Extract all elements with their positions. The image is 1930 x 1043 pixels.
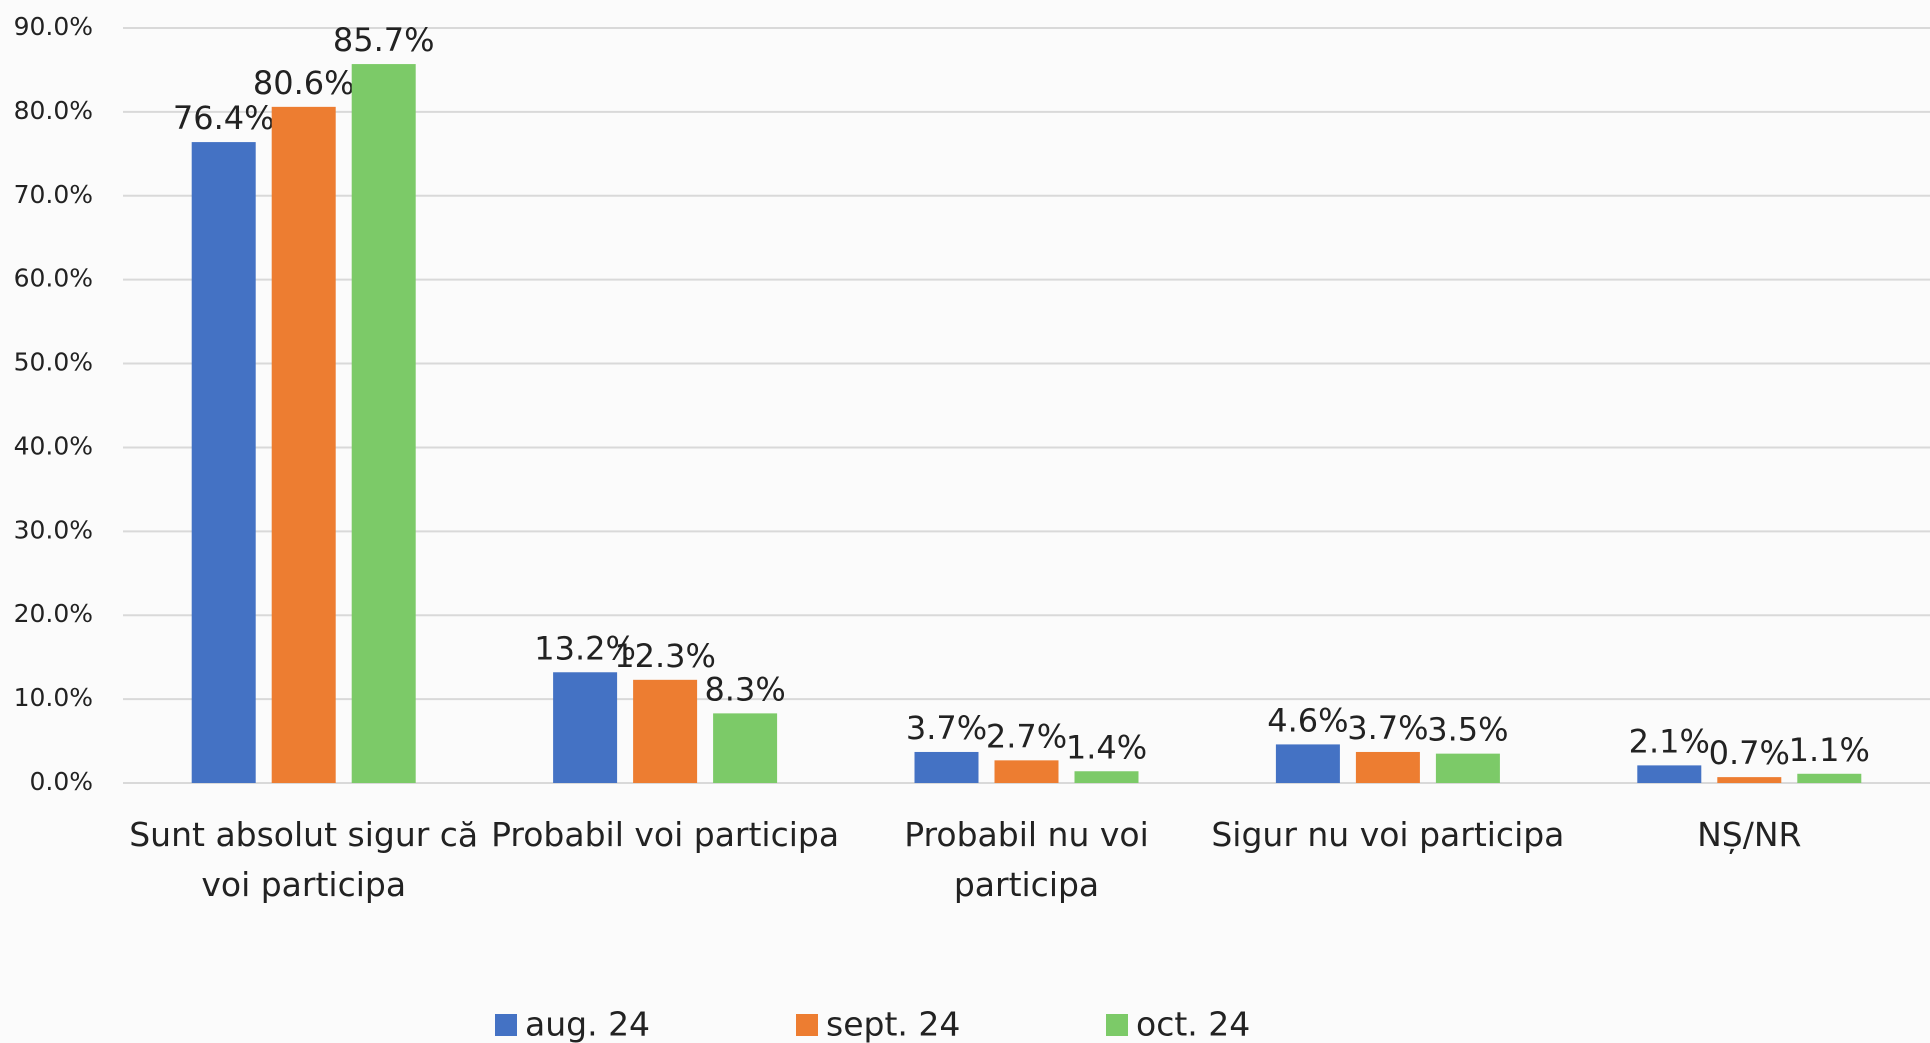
bar: [271, 106, 336, 784]
bar: [191, 142, 256, 784]
data-label: 0.7%: [1709, 734, 1790, 772]
bar: [914, 751, 979, 783]
data-label: 76.4%: [173, 99, 275, 137]
bar: [633, 679, 698, 783]
y-tick-label: 90.0%: [14, 12, 93, 41]
legend-label: oct. 24: [1136, 1005, 1250, 1043]
y-tick-label: 20.0%: [14, 599, 93, 628]
bar: [1717, 777, 1782, 783]
y-tick-label: 70.0%: [14, 180, 93, 209]
data-label: 2.7%: [986, 717, 1067, 755]
y-tick-label: 10.0%: [14, 683, 93, 712]
bar: [553, 672, 618, 783]
data-label: 3.7%: [906, 709, 987, 747]
x-tick-label: Sunt absolut sigur că voi participa: [129, 815, 479, 904]
data-label: 85.7%: [333, 21, 435, 59]
data-label: 80.6%: [253, 64, 355, 102]
bar: [1355, 751, 1420, 783]
y-tick-label: 60.0%: [14, 264, 93, 293]
legend-label: aug. 24: [525, 1005, 650, 1043]
y-tick-label: 30.0%: [14, 515, 93, 544]
data-label: 12.3%: [614, 637, 716, 675]
x-tick-label: Sigur nu voi participa: [1211, 815, 1565, 854]
bar: [1074, 771, 1139, 783]
data-label: 8.3%: [704, 670, 785, 708]
data-label: 1.1%: [1789, 731, 1870, 769]
x-tick-label: NȘ/NR: [1697, 815, 1802, 854]
bar: [713, 713, 778, 783]
data-label: 3.7%: [1347, 709, 1428, 747]
data-label: 3.5%: [1427, 711, 1508, 749]
y-tick-label: 50.0%: [14, 348, 93, 377]
y-tick-label: 0.0%: [29, 767, 93, 796]
bar: [1797, 773, 1862, 783]
bar: [994, 760, 1059, 783]
y-tick-label: 80.0%: [14, 96, 93, 125]
data-label: 1.4%: [1066, 728, 1147, 766]
data-label: 4.6%: [1267, 701, 1348, 739]
legend-swatch: [495, 1014, 517, 1036]
bar: [1275, 744, 1340, 783]
legend-swatch: [796, 1014, 818, 1036]
bar: [1435, 753, 1500, 783]
bar: [351, 64, 416, 784]
data-label: 13.2%: [534, 629, 636, 667]
data-label: 2.1%: [1629, 722, 1710, 760]
x-tick-label: Probabil voi participa: [491, 815, 840, 854]
y-tick-label: 40.0%: [14, 431, 93, 460]
legend-label: sept. 24: [826, 1005, 960, 1043]
legend-swatch: [1106, 1014, 1128, 1036]
x-tick-label: Probabil nu voi participa: [904, 815, 1149, 904]
bar: [1637, 765, 1702, 783]
